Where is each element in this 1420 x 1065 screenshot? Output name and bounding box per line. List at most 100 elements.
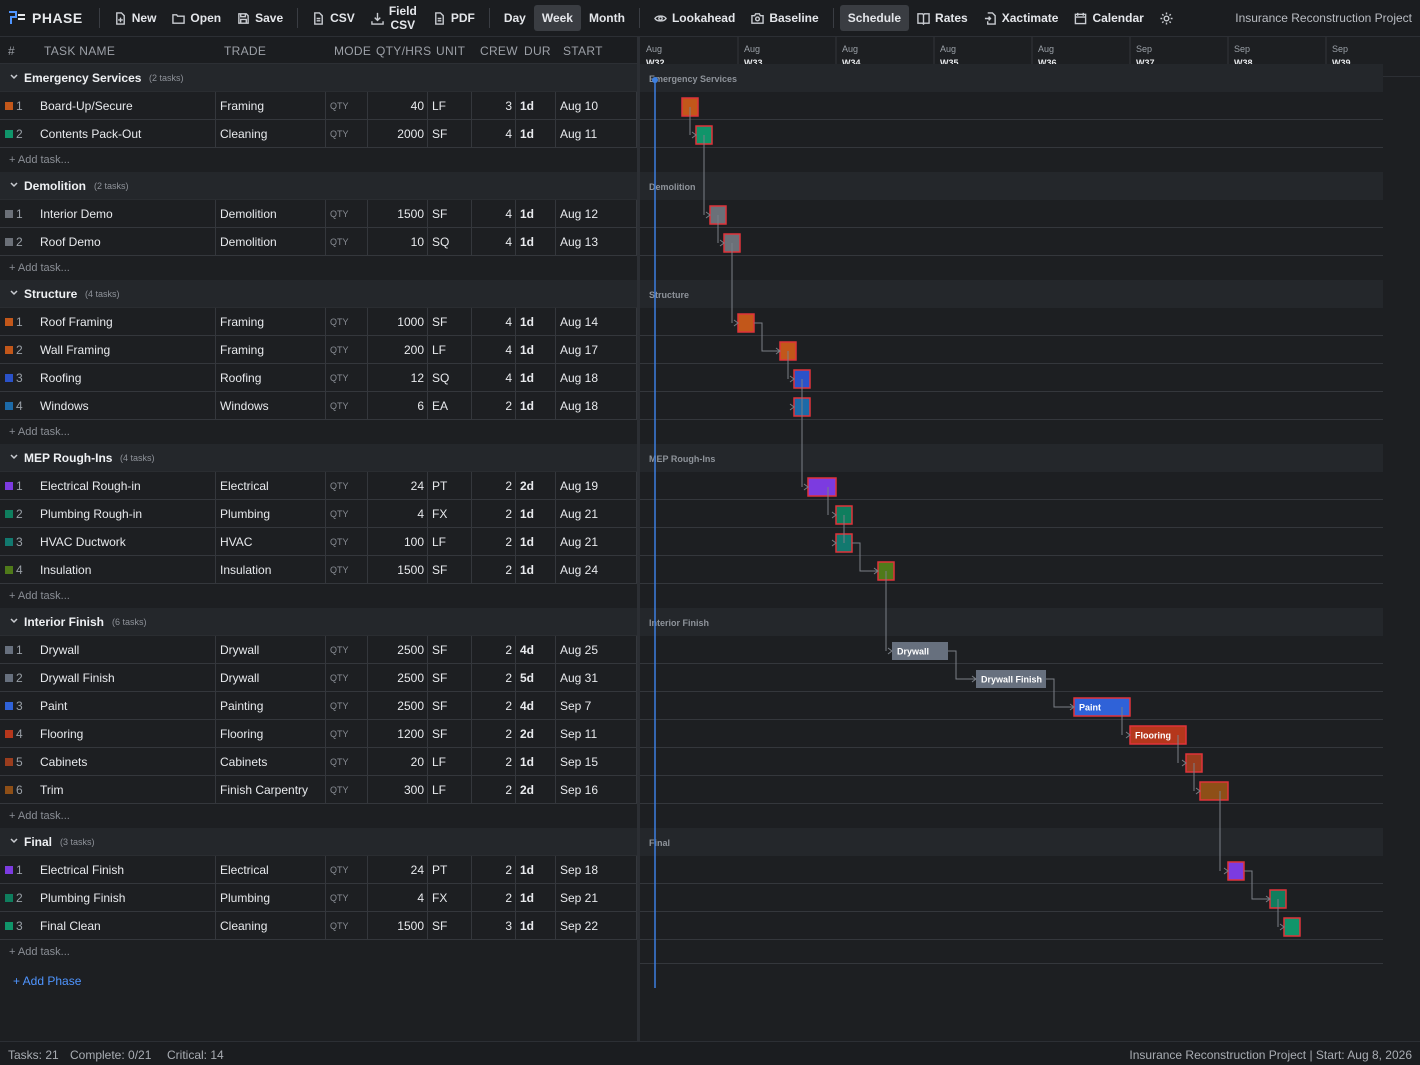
add-task-row[interactable]: + Add task...: [0, 256, 638, 280]
chevron-down-icon[interactable]: [9, 180, 19, 190]
task-start-cell[interactable]: Aug 31: [560, 671, 599, 685]
task-row[interactable]: 2 Plumbing Rough-in Plumbing QTY 4 FX 2 1d Aug 2…: [0, 500, 638, 528]
task-trade-cell[interactable]: Drywall: [220, 643, 260, 657]
task-duration-cell[interactable]: 1d: [520, 891, 535, 905]
task-unit-cell[interactable]: SQ: [432, 235, 450, 249]
phase-header-row[interactable]: Emergency Services (2 tasks): [0, 64, 638, 92]
task-start-cell[interactable]: Aug 25: [560, 643, 599, 657]
task-crew-cell[interactable]: 2: [505, 699, 512, 713]
task-crew-cell[interactable]: 2: [505, 783, 512, 797]
task-mode-cell[interactable]: QTY: [330, 101, 349, 111]
gantt-task-bar[interactable]: [1283, 917, 1301, 937]
task-row[interactable]: 2 Plumbing Finish Plumbing QTY 4 FX 2 1d Sep 21: [0, 884, 638, 912]
save-button[interactable]: Save: [229, 5, 291, 31]
task-name-cell[interactable]: Contents Pack-Out: [40, 127, 142, 141]
task-unit-cell[interactable]: LF: [432, 783, 447, 797]
task-name-cell[interactable]: Windows: [40, 399, 89, 413]
task-row[interactable]: 2 Wall Framing Framing QTY 200 LF 4 1d Aug 17: [0, 336, 638, 364]
task-duration-cell[interactable]: 2d: [520, 727, 535, 741]
task-row[interactable]: 3 Roofing Roofing QTY 12 SQ 4 1d Aug 18: [0, 364, 638, 392]
gantt-task-bar[interactable]: [1227, 861, 1245, 881]
task-mode-cell[interactable]: QTY: [330, 373, 349, 383]
task-row[interactable]: 2 Contents Pack-Out Cleaning QTY 2000 SF 4 1d Au…: [0, 120, 638, 148]
task-row[interactable]: 1 Interior Demo Demolition QTY 1500 SF 4 1d Aug …: [0, 200, 638, 228]
task-qty-cell[interactable]: 12: [410, 371, 424, 385]
view-day-button[interactable]: Day: [496, 5, 534, 31]
task-unit-cell[interactable]: LF: [432, 99, 447, 113]
task-name-cell[interactable]: Trim: [40, 783, 64, 797]
task-duration-cell[interactable]: 1d: [520, 919, 535, 933]
task-name-cell[interactable]: Drywall: [40, 643, 80, 657]
task-trade-cell[interactable]: Demolition: [220, 235, 277, 249]
task-row[interactable]: 1 Electrical Finish Electrical QTY 24 PT 2 1d Se…: [0, 856, 638, 884]
task-trade-cell[interactable]: Electrical: [220, 479, 269, 493]
task-row[interactable]: 1 Board-Up/Secure Framing QTY 40 LF 3 1d Aug 10: [0, 92, 638, 120]
add-task-button[interactable]: + Add task...: [9, 154, 70, 166]
task-trade-cell[interactable]: Drywall: [220, 671, 260, 685]
task-start-cell[interactable]: Sep 11: [560, 727, 598, 741]
task-crew-cell[interactable]: 2: [505, 671, 512, 685]
task-start-cell[interactable]: Sep 22: [560, 919, 599, 933]
task-start-cell[interactable]: Aug 19: [560, 479, 599, 493]
task-start-cell[interactable]: Sep 18: [560, 863, 599, 877]
task-mode-cell[interactable]: QTY: [330, 129, 349, 139]
task-name-cell[interactable]: Final Clean: [40, 919, 101, 933]
task-qty-cell[interactable]: 10: [410, 235, 424, 249]
task-qty-cell[interactable]: 24: [410, 479, 424, 493]
new-button[interactable]: New: [106, 5, 165, 31]
task-name-cell[interactable]: Insulation: [40, 563, 92, 577]
task-trade-cell[interactable]: Cleaning: [220, 127, 268, 141]
task-crew-cell[interactable]: 2: [505, 863, 512, 877]
task-trade-cell[interactable]: Framing: [220, 99, 265, 113]
task-duration-cell[interactable]: 4d: [520, 643, 535, 657]
task-unit-cell[interactable]: LF: [432, 755, 447, 769]
task-unit-cell[interactable]: PT: [432, 479, 448, 493]
task-crew-cell[interactable]: 3: [505, 919, 512, 933]
task-name-cell[interactable]: Roofing: [40, 371, 82, 385]
task-crew-cell[interactable]: 4: [505, 207, 512, 221]
task-crew-cell[interactable]: 3: [505, 99, 512, 113]
task-duration-cell[interactable]: 1d: [520, 343, 535, 357]
task-mode-cell[interactable]: QTY: [330, 565, 349, 575]
task-mode-cell[interactable]: QTY: [330, 345, 349, 355]
task-name-cell[interactable]: Roof Framing: [40, 315, 113, 329]
task-qty-cell[interactable]: 2500: [397, 671, 424, 685]
task-duration-cell[interactable]: 1d: [520, 563, 535, 577]
task-crew-cell[interactable]: 4: [505, 315, 512, 329]
phase-header-row[interactable]: Interior Finish (6 tasks): [0, 608, 638, 636]
task-row[interactable]: 1 Drywall Drywall QTY 2500 SF 2 4d Aug 25: [0, 636, 638, 664]
task-mode-cell[interactable]: QTY: [330, 645, 349, 655]
task-duration-cell[interactable]: 1d: [520, 235, 535, 249]
task-crew-cell[interactable]: 2: [505, 479, 512, 493]
task-unit-cell[interactable]: SF: [432, 207, 448, 221]
task-start-cell[interactable]: Aug 24: [560, 563, 599, 577]
task-duration-cell[interactable]: 1d: [520, 315, 535, 329]
task-unit-cell[interactable]: PT: [432, 863, 448, 877]
task-mode-cell[interactable]: QTY: [330, 729, 349, 739]
task-row[interactable]: 3 Paint Painting QTY 2500 SF 2 4d Sep 7: [0, 692, 638, 720]
task-unit-cell[interactable]: FX: [432, 891, 448, 905]
task-row[interactable]: 2 Roof Demo Demolition QTY 10 SQ 4 1d Aug 13: [0, 228, 638, 256]
theme-toggle-button[interactable]: [1152, 5, 1181, 31]
task-qty-cell[interactable]: 4: [417, 891, 424, 905]
task-qty-cell[interactable]: 1500: [397, 207, 424, 221]
task-row[interactable]: 4 Windows Windows QTY 6 EA 2 1d Aug 18: [0, 392, 638, 420]
pdf-export-button[interactable]: PDF: [425, 5, 483, 31]
task-unit-cell[interactable]: SF: [432, 671, 448, 685]
task-duration-cell[interactable]: 2d: [520, 783, 535, 797]
task-start-cell[interactable]: Aug 17: [560, 343, 599, 357]
task-crew-cell[interactable]: 2: [505, 399, 512, 413]
task-name-cell[interactable]: Plumbing Rough-in: [40, 507, 143, 521]
task-start-cell[interactable]: Aug 18: [560, 371, 599, 385]
pane-splitter[interactable]: [637, 37, 640, 1041]
task-trade-cell[interactable]: Plumbing: [220, 507, 271, 521]
task-qty-cell[interactable]: 1500: [397, 919, 424, 933]
task-row[interactable]: 2 Drywall Finish Drywall QTY 2500 SF 2 5d Aug 31: [0, 664, 638, 692]
task-crew-cell[interactable]: 4: [505, 127, 512, 141]
task-unit-cell[interactable]: SF: [432, 563, 448, 577]
task-crew-cell[interactable]: 2: [505, 643, 512, 657]
task-duration-cell[interactable]: 1d: [520, 535, 535, 549]
task-trade-cell[interactable]: Framing: [220, 343, 265, 357]
task-name-cell[interactable]: Electrical Finish: [40, 863, 125, 877]
task-row[interactable]: 1 Roof Framing Framing QTY 1000 SF 4 1d Aug 14: [0, 308, 638, 336]
